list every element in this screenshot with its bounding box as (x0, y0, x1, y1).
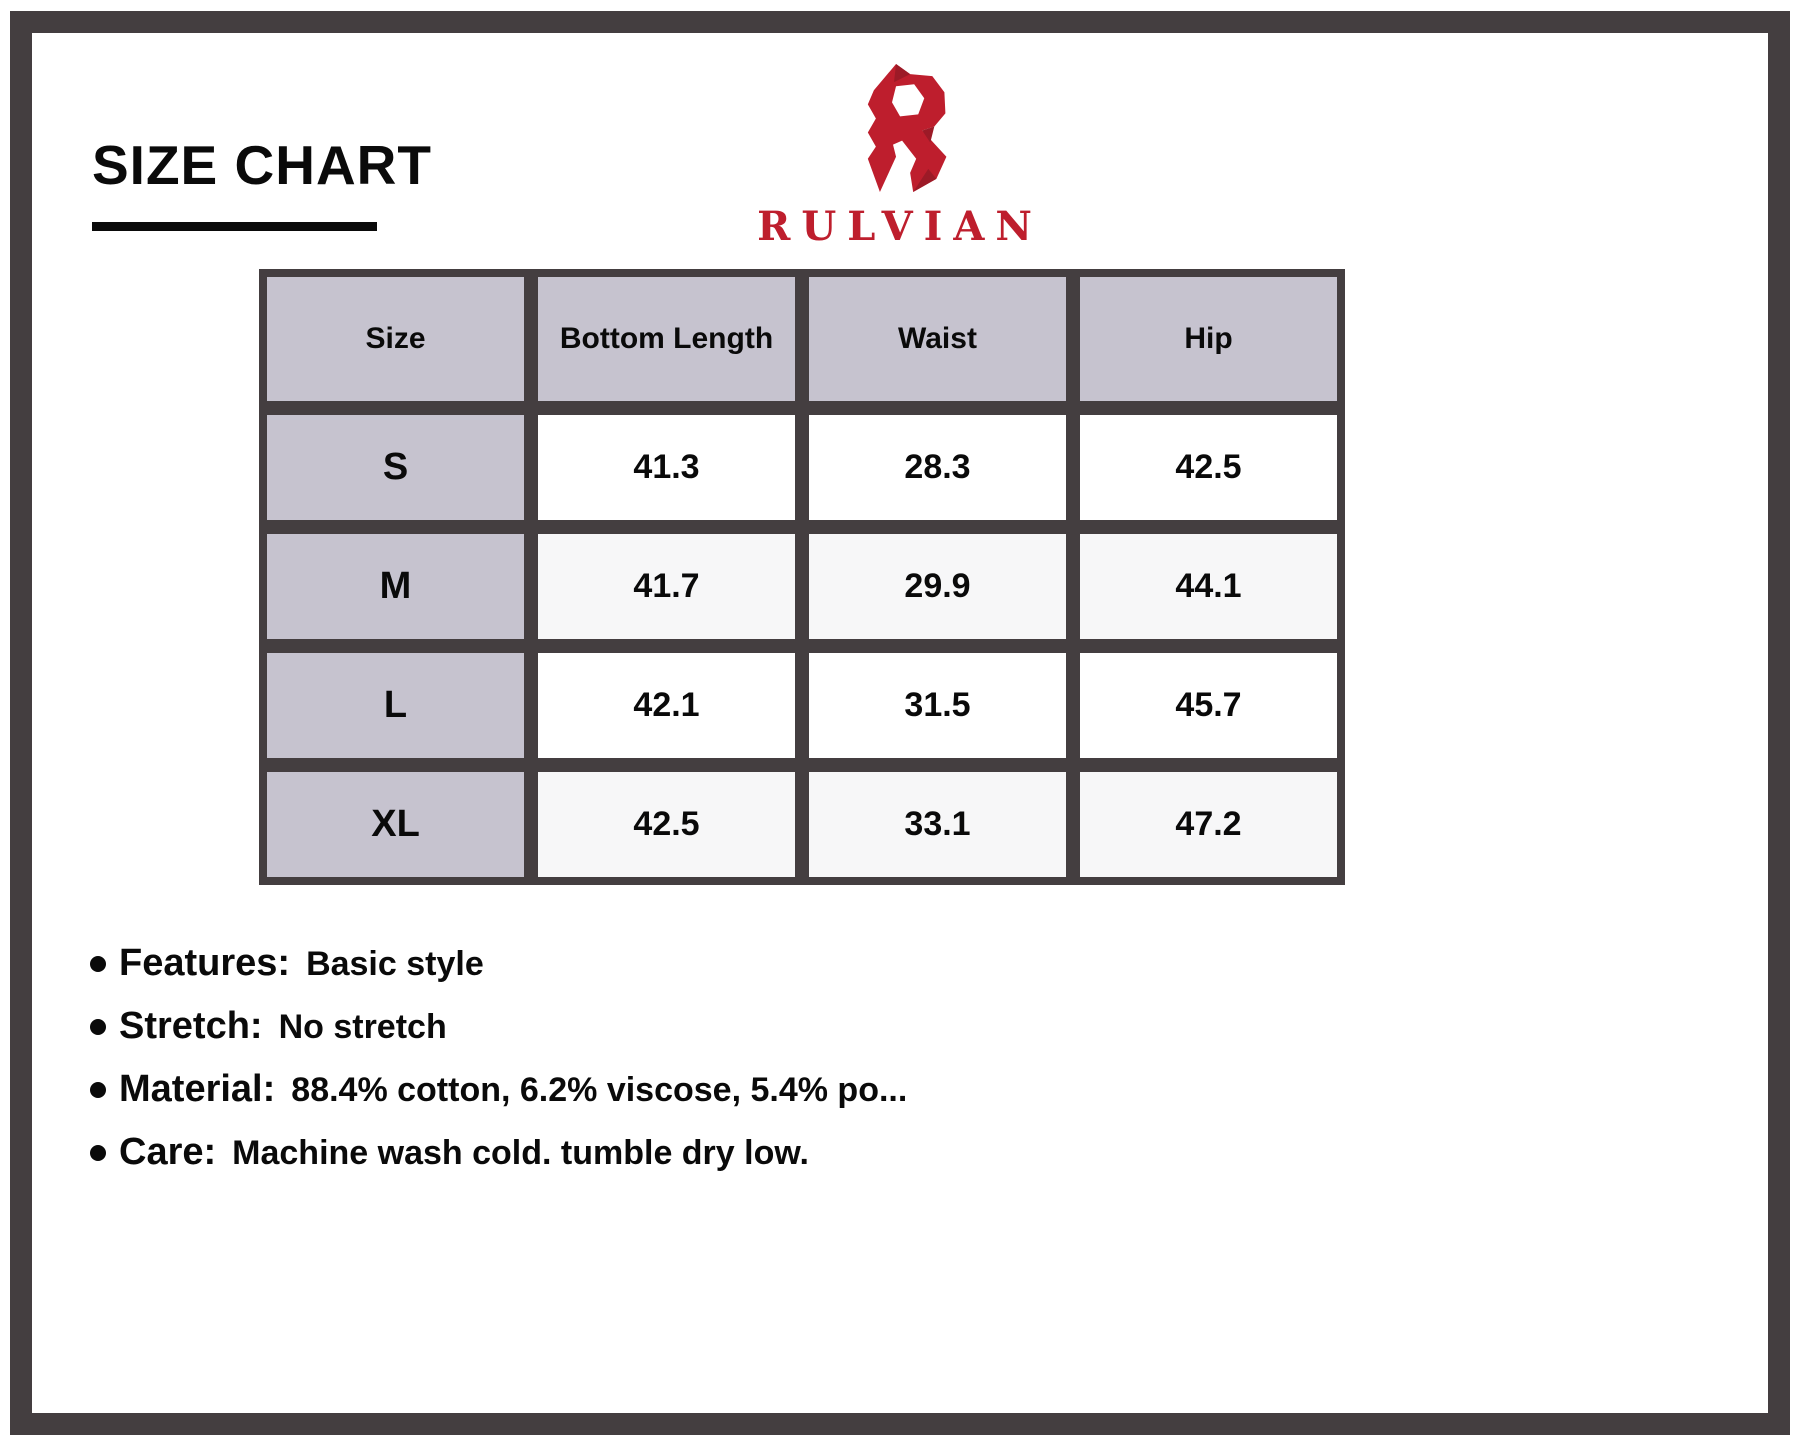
brand-name: RULVIAN (757, 203, 1043, 250)
row-m-bottom-length: 41.7 (538, 534, 795, 639)
material-value: 88.4% cotton, 6.2% viscose, 5.4% po... (291, 1071, 908, 1109)
list-item-care: Care: Machine wash cold. tumble dry low. (90, 1131, 907, 1174)
row-xl-hip: 47.2 (1080, 772, 1337, 877)
features-value: Basic style (306, 945, 484, 983)
title-underline (92, 222, 377, 231)
page-title: SIZE CHART (92, 134, 432, 196)
row-xl-size-cell: XL (267, 772, 524, 877)
stretch-label: Stretch: (119, 1005, 263, 1047)
care-value: Machine wash cold. tumble dry low. (232, 1134, 809, 1172)
bullet-icon (90, 1019, 106, 1035)
row-s-hip: 42.5 (1080, 415, 1337, 520)
list-item-material: Material: 88.4% cotton, 6.2% viscose, 5.… (90, 1068, 907, 1111)
row-m-hip: 44.1 (1080, 534, 1337, 639)
row-s-waist: 28.3 (809, 415, 1066, 520)
brand-logo-r-icon (867, 64, 947, 192)
stretch-value: No stretch (278, 1008, 447, 1046)
material-label: Material: (119, 1068, 276, 1110)
features-label: Features: (119, 942, 291, 984)
column-header-size: Size (267, 277, 524, 401)
row-xl-bottom-length: 42.5 (538, 772, 795, 877)
row-l-waist: 31.5 (809, 653, 1066, 758)
size-table: Size Bottom Length Waist Hip S 41.3 28.3… (259, 269, 1345, 885)
list-item-stretch: Stretch: No stretch (90, 1005, 907, 1048)
column-header-bottom-length: Bottom Length (538, 277, 795, 401)
row-s-size-cell: S (267, 415, 524, 520)
bullet-icon (90, 1145, 106, 1161)
column-header-hip: Hip (1080, 277, 1337, 401)
brand-logo: RULVIAN (757, 58, 1043, 250)
row-l-bottom-length: 42.1 (538, 653, 795, 758)
list-item-features: Features: Basic style (90, 942, 907, 985)
row-l-size-cell: L (267, 653, 524, 758)
care-label: Care: (119, 1131, 217, 1173)
row-m-waist: 29.9 (809, 534, 1066, 639)
title-block: SIZE CHART (92, 138, 432, 231)
row-l-hip: 45.7 (1080, 653, 1337, 758)
column-header-waist: Waist (809, 277, 1066, 401)
product-details-list: Features: Basic style Stretch: No stretc… (90, 942, 907, 1194)
bullet-icon (90, 1082, 106, 1098)
bullet-icon (90, 956, 106, 972)
row-xl-waist: 33.1 (809, 772, 1066, 877)
row-m-size-cell: M (267, 534, 524, 639)
row-s-bottom-length: 41.3 (538, 415, 795, 520)
